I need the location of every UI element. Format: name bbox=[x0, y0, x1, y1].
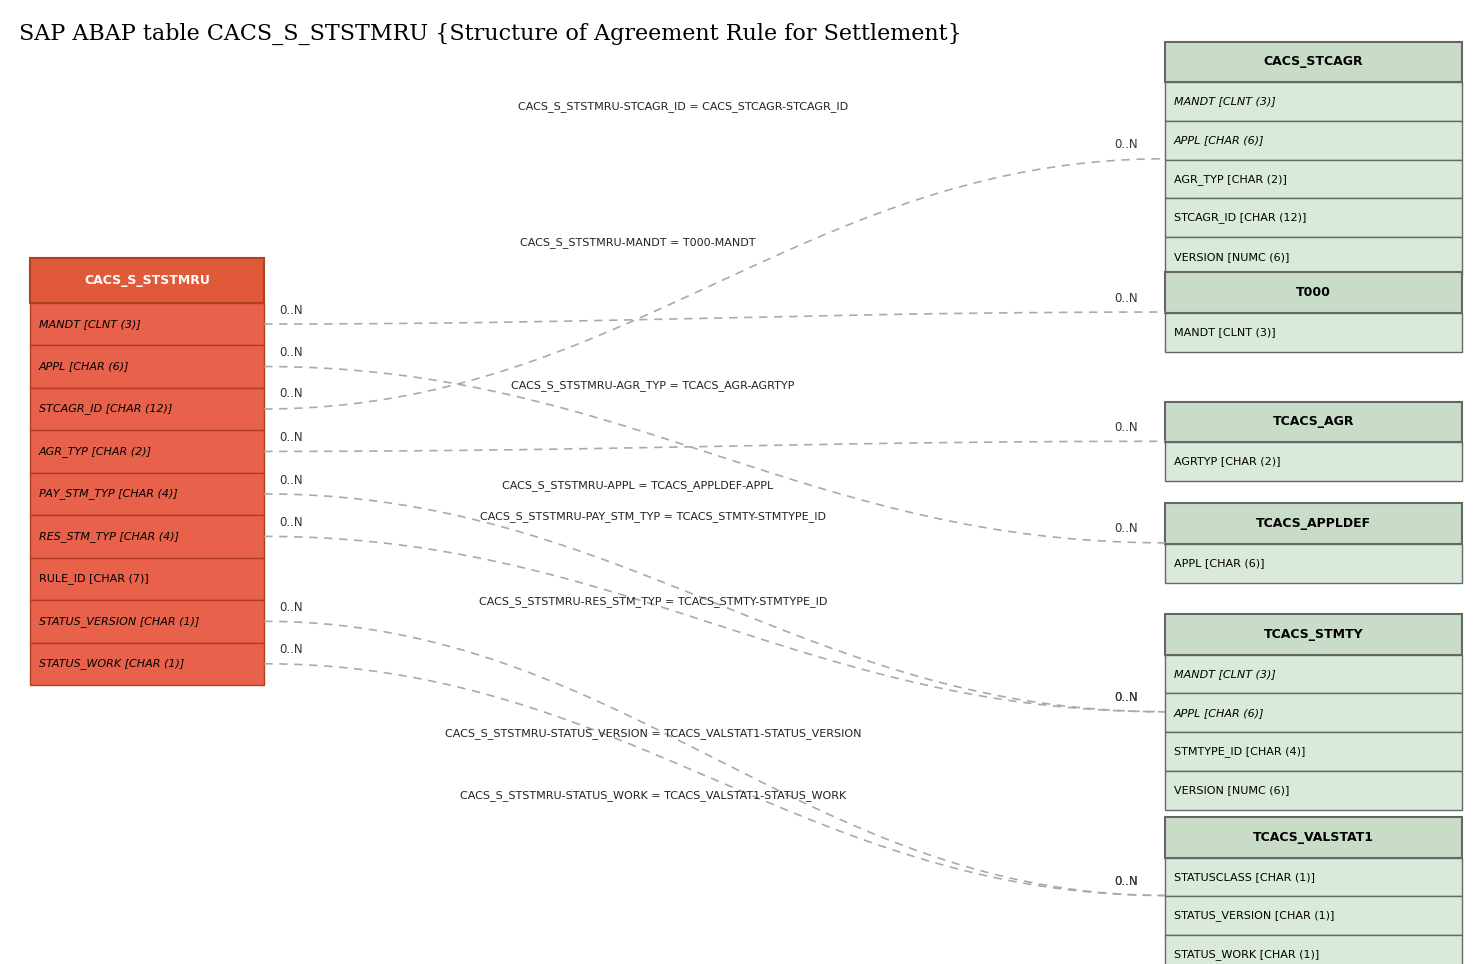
Text: CACS_S_STSTMRU-AGR_TYP = TCACS_AGR-AGRTYP: CACS_S_STSTMRU-AGR_TYP = TCACS_AGR-AGRTY… bbox=[512, 381, 794, 391]
Text: MANDT [CLNT (3)]: MANDT [CLNT (3)] bbox=[1174, 328, 1275, 337]
Text: 0..N: 0..N bbox=[1114, 421, 1138, 434]
Text: STATUS_VERSION [CHAR (1)]: STATUS_VERSION [CHAR (1)] bbox=[1174, 910, 1334, 922]
Text: TCACS_STMTY: TCACS_STMTY bbox=[1263, 628, 1364, 641]
Text: APPL [CHAR (6)]: APPL [CHAR (6)] bbox=[1174, 135, 1264, 146]
Bar bbox=[1165, 732, 1462, 771]
Bar bbox=[30, 258, 264, 303]
Text: AGRTYP [CHAR (2)]: AGRTYP [CHAR (2)] bbox=[1174, 457, 1281, 467]
Text: 0..N: 0..N bbox=[279, 643, 303, 656]
Text: PAY_STM_TYP [CHAR (4)]: PAY_STM_TYP [CHAR (4)] bbox=[39, 489, 177, 499]
Text: 0..N: 0..N bbox=[1114, 691, 1138, 705]
Text: TCACS_AGR: TCACS_AGR bbox=[1273, 415, 1353, 428]
Text: CACS_S_STSTMRU-APPL = TCACS_APPLDEF-APPL: CACS_S_STSTMRU-APPL = TCACS_APPLDEF-APPL bbox=[503, 480, 773, 491]
Text: SAP ABAP table CACS_S_STSTMRU {Structure of Agreement Rule for Settlement}: SAP ABAP table CACS_S_STSTMRU {Structure… bbox=[19, 23, 962, 45]
Bar bbox=[1165, 237, 1462, 276]
Bar bbox=[1165, 897, 1462, 935]
Bar bbox=[1165, 313, 1462, 352]
Text: AGR_TYP [CHAR (2)]: AGR_TYP [CHAR (2)] bbox=[39, 446, 151, 457]
Text: 0..N: 0..N bbox=[279, 346, 303, 360]
Text: CACS_S_STSTMRU-MANDT = T000-MANDT: CACS_S_STSTMRU-MANDT = T000-MANDT bbox=[521, 237, 755, 249]
Text: 0..N: 0..N bbox=[279, 516, 303, 529]
Text: 0..N: 0..N bbox=[279, 601, 303, 614]
Bar bbox=[30, 388, 264, 430]
Text: MANDT [CLNT (3)]: MANDT [CLNT (3)] bbox=[1174, 669, 1276, 679]
Text: 0..N: 0..N bbox=[279, 431, 303, 444]
Bar bbox=[1165, 817, 1462, 858]
Text: RES_STM_TYP [CHAR (4)]: RES_STM_TYP [CHAR (4)] bbox=[39, 531, 178, 542]
Text: MANDT [CLNT (3)]: MANDT [CLNT (3)] bbox=[1174, 96, 1276, 107]
Bar bbox=[1165, 693, 1462, 732]
Bar bbox=[1165, 120, 1462, 160]
Text: STATUS_WORK [CHAR (1)]: STATUS_WORK [CHAR (1)] bbox=[39, 658, 184, 669]
Bar bbox=[1165, 273, 1462, 313]
Text: VERSION [NUMC (6)]: VERSION [NUMC (6)] bbox=[1174, 786, 1290, 795]
Text: 0..N: 0..N bbox=[1114, 875, 1138, 888]
Text: 0..N: 0..N bbox=[1114, 875, 1138, 888]
Text: CACS_S_STSTMRU: CACS_S_STSTMRU bbox=[85, 274, 209, 287]
Bar bbox=[30, 345, 264, 388]
Text: CACS_S_STSTMRU-STATUS_WORK = TCACS_VALSTAT1-STATUS_WORK: CACS_S_STSTMRU-STATUS_WORK = TCACS_VALST… bbox=[460, 790, 846, 801]
Text: CACS_S_STSTMRU-PAY_STM_TYP = TCACS_STMTY-STMTYPE_ID: CACS_S_STSTMRU-PAY_STM_TYP = TCACS_STMTY… bbox=[479, 512, 827, 522]
Text: 0..N: 0..N bbox=[1114, 139, 1138, 151]
Bar bbox=[1165, 442, 1462, 481]
Text: 0..N: 0..N bbox=[279, 473, 303, 487]
Bar bbox=[30, 303, 264, 345]
Bar bbox=[1165, 41, 1462, 82]
Bar bbox=[30, 430, 264, 472]
Text: VERSION [NUMC (6)]: VERSION [NUMC (6)] bbox=[1174, 252, 1290, 261]
Text: STCAGR_ID [CHAR (12)]: STCAGR_ID [CHAR (12)] bbox=[39, 404, 172, 415]
Text: 0..N: 0..N bbox=[1114, 292, 1138, 305]
Text: MANDT [CLNT (3)]: MANDT [CLNT (3)] bbox=[39, 319, 141, 329]
Bar bbox=[1165, 858, 1462, 897]
Text: STATUS_VERSION [CHAR (1)]: STATUS_VERSION [CHAR (1)] bbox=[39, 616, 199, 627]
Text: 0..N: 0..N bbox=[1114, 522, 1138, 535]
Text: APPL [CHAR (6)]: APPL [CHAR (6)] bbox=[1174, 708, 1264, 717]
Text: APPL [CHAR (6)]: APPL [CHAR (6)] bbox=[39, 362, 129, 371]
Bar bbox=[1165, 771, 1462, 810]
Bar bbox=[30, 515, 264, 557]
Text: STATUS_WORK [CHAR (1)]: STATUS_WORK [CHAR (1)] bbox=[1174, 950, 1319, 960]
Text: 0..N: 0..N bbox=[279, 304, 303, 316]
Bar bbox=[30, 472, 264, 515]
Text: TCACS_APPLDEF: TCACS_APPLDEF bbox=[1255, 517, 1371, 530]
Text: 0..N: 0..N bbox=[279, 387, 303, 400]
Text: STATUSCLASS [CHAR (1)]: STATUSCLASS [CHAR (1)] bbox=[1174, 872, 1315, 882]
Text: CACS_STCAGR: CACS_STCAGR bbox=[1263, 55, 1364, 68]
Bar bbox=[1165, 544, 1462, 582]
Text: T000: T000 bbox=[1296, 286, 1331, 299]
Bar bbox=[1165, 655, 1462, 693]
Text: 0..N: 0..N bbox=[1114, 691, 1138, 705]
Bar bbox=[1165, 614, 1462, 655]
Bar bbox=[1165, 935, 1462, 964]
Bar bbox=[30, 557, 264, 600]
Text: TCACS_VALSTAT1: TCACS_VALSTAT1 bbox=[1252, 831, 1374, 844]
Bar bbox=[1165, 402, 1462, 442]
Text: CACS_S_STSTMRU-STATUS_VERSION = TCACS_VALSTAT1-STATUS_VERSION: CACS_S_STSTMRU-STATUS_VERSION = TCACS_VA… bbox=[445, 729, 861, 739]
Text: STCAGR_ID [CHAR (12)]: STCAGR_ID [CHAR (12)] bbox=[1174, 212, 1306, 224]
Bar bbox=[30, 643, 264, 685]
Bar bbox=[1165, 503, 1462, 544]
Text: APPL [CHAR (6)]: APPL [CHAR (6)] bbox=[1174, 558, 1264, 568]
Bar bbox=[1165, 160, 1462, 199]
Text: CACS_S_STSTMRU-STCAGR_ID = CACS_STCAGR-STCAGR_ID: CACS_S_STSTMRU-STCAGR_ID = CACS_STCAGR-S… bbox=[518, 100, 847, 112]
Bar bbox=[1165, 199, 1462, 237]
Bar bbox=[1165, 82, 1462, 120]
Text: CACS_S_STSTMRU-RES_STM_TYP = TCACS_STMTY-STMTYPE_ID: CACS_S_STSTMRU-RES_STM_TYP = TCACS_STMTY… bbox=[479, 597, 827, 607]
Text: AGR_TYP [CHAR (2)]: AGR_TYP [CHAR (2)] bbox=[1174, 174, 1287, 184]
Text: RULE_ID [CHAR (7)]: RULE_ID [CHAR (7)] bbox=[39, 574, 148, 584]
Text: STMTYPE_ID [CHAR (4)]: STMTYPE_ID [CHAR (4)] bbox=[1174, 746, 1306, 757]
Bar bbox=[30, 600, 264, 643]
